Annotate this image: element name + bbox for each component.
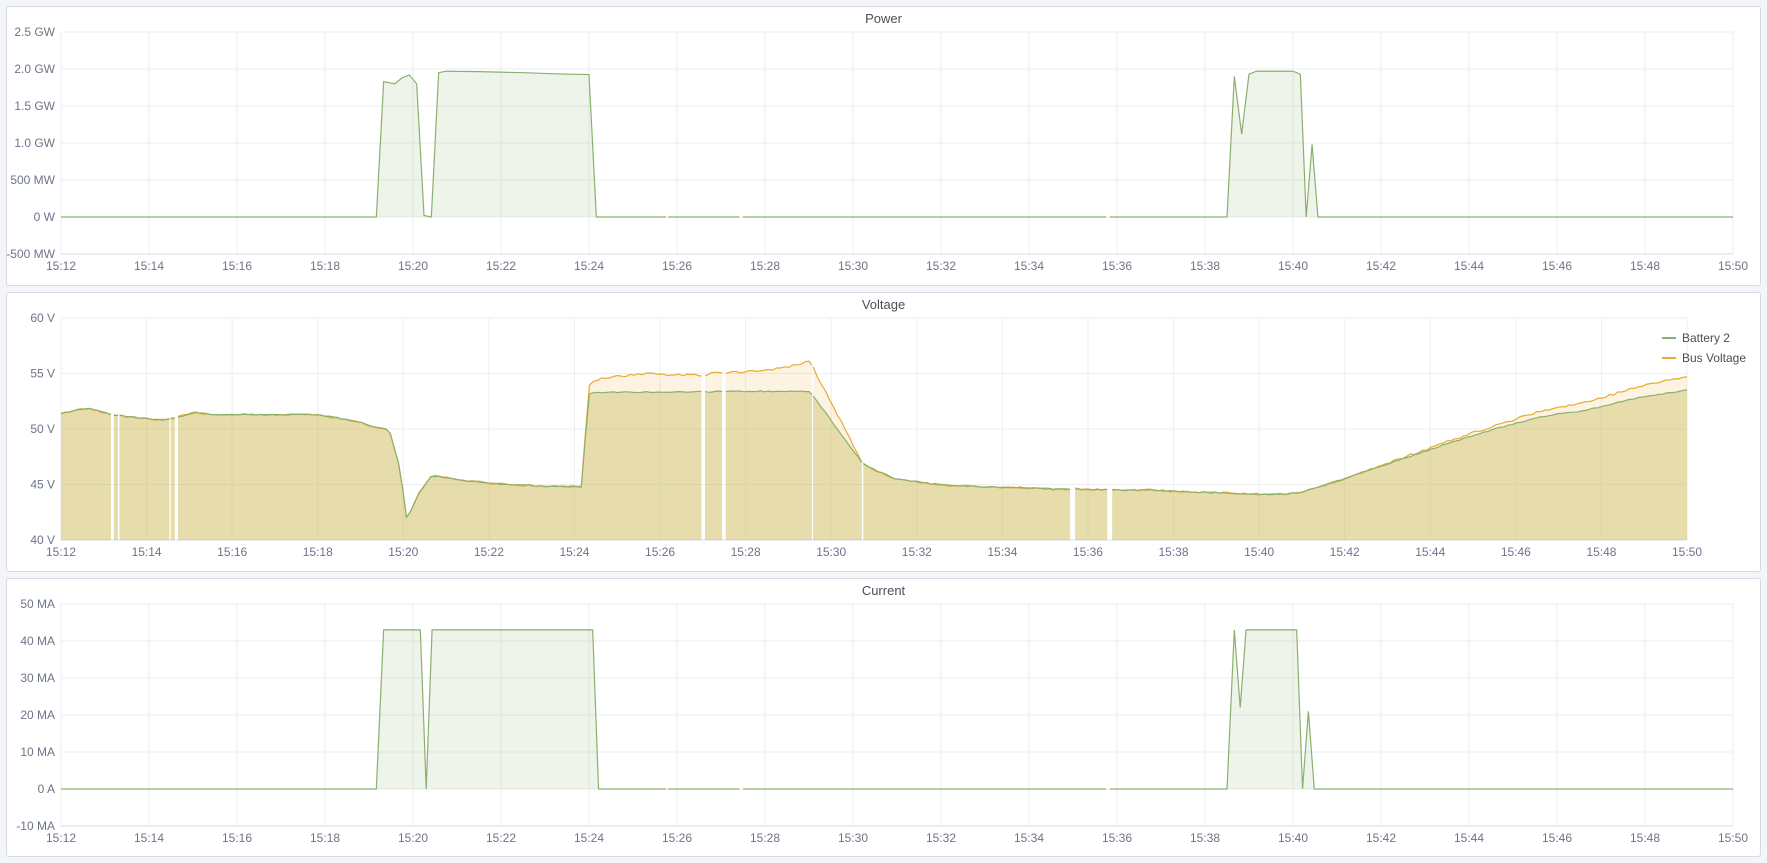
svg-text:40 MA: 40 MA <box>20 634 55 648</box>
svg-text:15:28: 15:28 <box>750 831 780 845</box>
svg-text:15:12: 15:12 <box>46 545 76 559</box>
svg-text:15:48: 15:48 <box>1630 259 1660 273</box>
svg-text:15:50: 15:50 <box>1718 259 1748 273</box>
svg-text:15:36: 15:36 <box>1102 259 1132 273</box>
svg-text:0 A: 0 A <box>38 782 55 796</box>
svg-text:15:22: 15:22 <box>474 545 504 559</box>
svg-text:15:16: 15:16 <box>222 831 252 845</box>
svg-text:15:20: 15:20 <box>388 545 418 559</box>
svg-text:15:48: 15:48 <box>1630 831 1660 845</box>
svg-text:1.5 GW: 1.5 GW <box>14 99 55 113</box>
svg-text:15:30: 15:30 <box>838 259 868 273</box>
svg-text:15:50: 15:50 <box>1718 831 1748 845</box>
svg-text:20 MA: 20 MA <box>20 708 55 722</box>
svg-text:15:38: 15:38 <box>1190 831 1220 845</box>
svg-text:15:40: 15:40 <box>1278 831 1308 845</box>
svg-text:15:44: 15:44 <box>1415 545 1445 559</box>
svg-text:15:34: 15:34 <box>1014 831 1044 845</box>
svg-text:10 MA: 10 MA <box>20 745 55 759</box>
svg-text:15:22: 15:22 <box>486 259 516 273</box>
svg-text:15:28: 15:28 <box>731 545 761 559</box>
svg-text:15:34: 15:34 <box>1014 259 1044 273</box>
svg-text:15:50: 15:50 <box>1672 545 1702 559</box>
svg-text:2.5 GW: 2.5 GW <box>14 25 55 39</box>
svg-text:15:24: 15:24 <box>574 259 604 273</box>
svg-text:60 V: 60 V <box>30 311 55 325</box>
svg-text:0 W: 0 W <box>34 210 56 224</box>
svg-text:15:16: 15:16 <box>222 259 252 273</box>
svg-text:15:20: 15:20 <box>398 831 428 845</box>
svg-text:15:32: 15:32 <box>926 259 956 273</box>
svg-text:15:30: 15:30 <box>838 831 868 845</box>
svg-text:50 V: 50 V <box>30 422 55 436</box>
svg-text:15:26: 15:26 <box>645 545 675 559</box>
svg-text:15:40: 15:40 <box>1278 259 1308 273</box>
svg-text:15:22: 15:22 <box>486 831 516 845</box>
svg-text:15:46: 15:46 <box>1501 545 1531 559</box>
svg-text:15:44: 15:44 <box>1454 259 1484 273</box>
svg-text:15:38: 15:38 <box>1190 259 1220 273</box>
svg-text:15:14: 15:14 <box>134 259 164 273</box>
svg-text:15:36: 15:36 <box>1102 831 1132 845</box>
svg-text:15:24: 15:24 <box>574 831 604 845</box>
svg-text:15:16: 15:16 <box>217 545 247 559</box>
svg-text:15:34: 15:34 <box>987 545 1017 559</box>
svg-text:15:36: 15:36 <box>1073 545 1103 559</box>
svg-text:15:18: 15:18 <box>310 259 340 273</box>
svg-text:50 MA: 50 MA <box>20 597 55 611</box>
svg-text:15:20: 15:20 <box>398 259 428 273</box>
svg-text:15:18: 15:18 <box>303 545 333 559</box>
svg-text:15:30: 15:30 <box>816 545 846 559</box>
svg-text:15:46: 15:46 <box>1542 831 1572 845</box>
svg-text:15:18: 15:18 <box>310 831 340 845</box>
svg-text:55 V: 55 V <box>30 367 55 381</box>
svg-text:15:42: 15:42 <box>1366 259 1396 273</box>
svg-text:45 V: 45 V <box>30 478 55 492</box>
svg-text:15:44: 15:44 <box>1454 831 1484 845</box>
svg-text:15:26: 15:26 <box>662 831 692 845</box>
svg-text:15:12: 15:12 <box>46 831 76 845</box>
svg-text:15:42: 15:42 <box>1366 831 1396 845</box>
svg-text:15:42: 15:42 <box>1330 545 1360 559</box>
svg-text:1.0 GW: 1.0 GW <box>14 136 55 150</box>
svg-text:15:32: 15:32 <box>902 545 932 559</box>
svg-text:15:38: 15:38 <box>1159 545 1189 559</box>
svg-text:15:48: 15:48 <box>1586 545 1616 559</box>
svg-text:15:12: 15:12 <box>46 259 76 273</box>
svg-text:15:28: 15:28 <box>750 259 780 273</box>
svg-text:15:14: 15:14 <box>132 545 162 559</box>
svg-text:15:46: 15:46 <box>1542 259 1572 273</box>
svg-text:30 MA: 30 MA <box>20 671 55 685</box>
svg-text:15:14: 15:14 <box>134 831 164 845</box>
svg-text:500 MW: 500 MW <box>10 173 55 187</box>
svg-text:15:40: 15:40 <box>1244 545 1274 559</box>
svg-text:15:32: 15:32 <box>926 831 956 845</box>
svg-text:15:24: 15:24 <box>559 545 589 559</box>
svg-text:2.0 GW: 2.0 GW <box>14 62 55 76</box>
svg-text:15:26: 15:26 <box>662 259 692 273</box>
